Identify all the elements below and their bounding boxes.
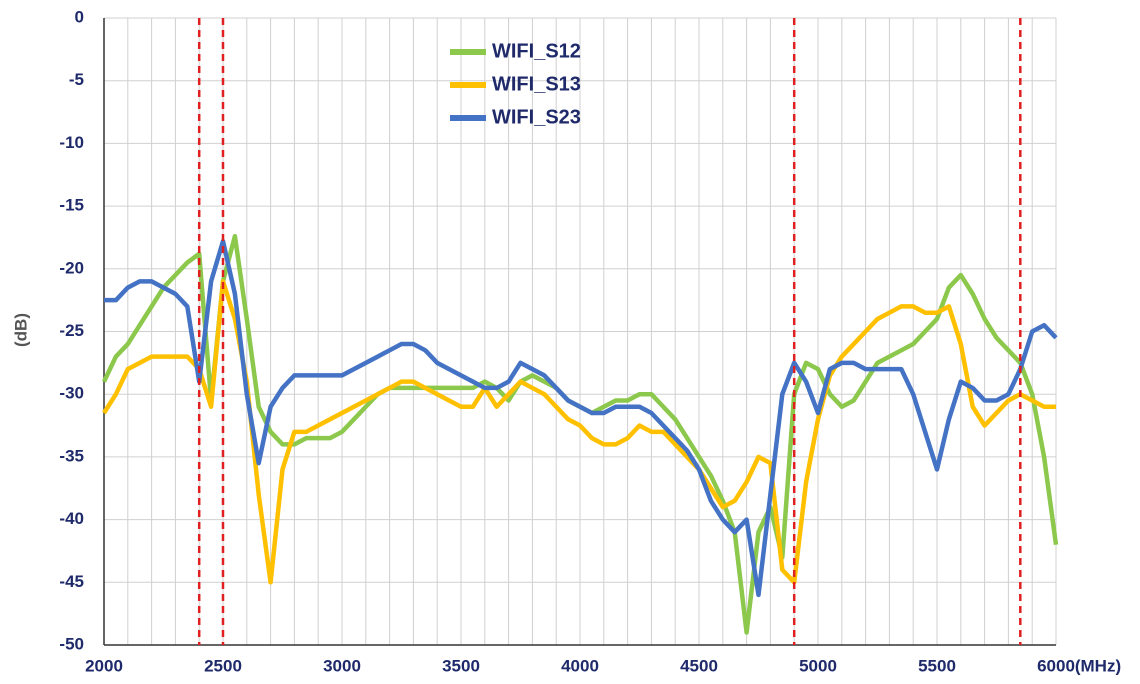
y-tick-label: -30 — [59, 384, 84, 403]
y-tick-label: -15 — [59, 196, 84, 215]
y-tick-label: 0 — [75, 7, 84, 26]
x-tick-label: 6000 — [1037, 656, 1075, 675]
series-line — [104, 238, 1058, 598]
y-axis-label: (dB) — [11, 313, 30, 347]
y-tick-label: -40 — [59, 509, 84, 528]
y-tick-label: -10 — [59, 133, 84, 152]
x-tick-label: 3500 — [442, 656, 480, 675]
y-tick-label: -35 — [59, 446, 84, 465]
x-tick-label: 4500 — [680, 656, 718, 675]
y-tick-label: -5 — [69, 70, 84, 89]
x-tick-label: 5500 — [918, 656, 956, 675]
legend-label: WIFI_S23 — [492, 106, 581, 128]
x-tick-label: 3000 — [323, 656, 361, 675]
legend-label: WIFI_S12 — [492, 40, 581, 62]
x-tick-label: 5000 — [799, 656, 837, 675]
legend-label: WIFI_S13 — [492, 73, 581, 95]
x-tick-label: 2500 — [204, 656, 242, 675]
y-tick-label: -20 — [59, 258, 84, 277]
y-tick-label: -50 — [59, 634, 84, 653]
x-tick-label: 2000 — [85, 656, 123, 675]
y-tick-label: -45 — [59, 572, 84, 591]
x-axis-label: (MHz) — [1075, 656, 1121, 675]
y-tick-label: -25 — [59, 321, 84, 340]
series-line — [102, 279, 1056, 585]
x-tick-label: 4000 — [561, 656, 599, 675]
